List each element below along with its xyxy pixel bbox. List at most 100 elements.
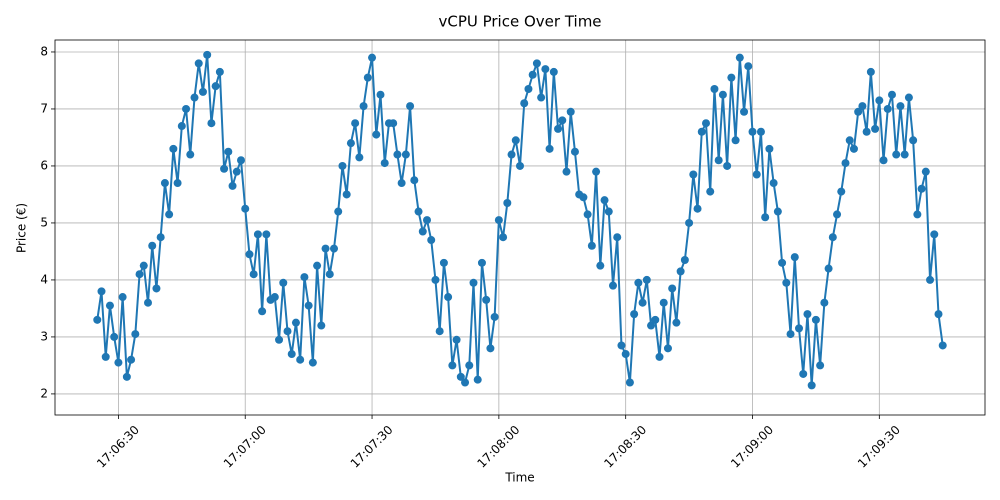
data-point [896, 102, 905, 111]
data-point [824, 264, 833, 273]
data-point [795, 324, 803, 333]
data-point [532, 59, 541, 68]
data-point [93, 315, 102, 324]
x-tick-label: 17:09:00 [728, 423, 776, 471]
data-point [406, 102, 415, 111]
data-point [249, 270, 258, 279]
data-point [554, 124, 563, 133]
data-point [655, 352, 664, 361]
data-point [114, 358, 123, 367]
data-point [304, 301, 313, 310]
data-point [596, 261, 605, 270]
data-point [807, 381, 816, 390]
data-point [799, 369, 808, 378]
data-point [524, 85, 533, 94]
data-point [756, 127, 765, 136]
data-point [727, 73, 736, 82]
data-point [220, 164, 229, 173]
data-point [769, 179, 778, 188]
data-point [883, 104, 892, 113]
data-point [803, 310, 812, 319]
data-point [528, 70, 537, 79]
data-point [892, 150, 901, 159]
data-point [198, 87, 207, 96]
data-point [177, 122, 186, 131]
data-point [541, 65, 550, 74]
data-point [697, 127, 706, 136]
plot-frame [54, 39, 986, 416]
data-point [444, 293, 453, 302]
data-point [131, 330, 140, 339]
data-point [279, 278, 288, 287]
y-tick-label: 2 [40, 386, 48, 400]
data-point [710, 85, 719, 94]
data-point [866, 67, 875, 76]
data-point [351, 119, 360, 128]
data-point [934, 310, 943, 319]
data-point [668, 284, 677, 293]
data-point [165, 210, 174, 219]
data-point [621, 350, 630, 359]
data-point [566, 107, 575, 116]
data-point [152, 284, 161, 293]
data-point [659, 298, 668, 307]
data-point [194, 59, 203, 68]
data-point [232, 167, 241, 176]
data-point [380, 159, 389, 168]
data-point [160, 179, 169, 188]
data-point [241, 204, 250, 213]
data-point [300, 273, 309, 282]
data-point [144, 298, 152, 307]
data-point [731, 136, 740, 145]
data-point [190, 93, 199, 102]
data-point [461, 378, 470, 387]
data-point [258, 307, 267, 316]
data-point [706, 187, 715, 196]
data-point [224, 147, 233, 156]
data-point [520, 99, 529, 108]
data-point [122, 372, 131, 381]
y-axis-label: Price (€) [15, 203, 29, 253]
data-point [651, 315, 660, 324]
data-point [372, 130, 381, 139]
y-tick-label: 4 [40, 272, 48, 286]
data-point [499, 233, 508, 242]
data-point [401, 150, 410, 159]
data-point [368, 53, 377, 62]
data-point [921, 167, 930, 176]
data-point [414, 207, 423, 216]
data-point [469, 278, 478, 287]
data-point [418, 227, 427, 236]
data-point [900, 150, 909, 159]
data-point [363, 73, 372, 82]
data-point [583, 210, 592, 219]
data-point [680, 255, 689, 264]
data-point [617, 341, 626, 350]
data-point [638, 298, 647, 307]
data-point [676, 267, 685, 276]
data-point [342, 190, 351, 199]
data-point [837, 187, 846, 196]
data-point [207, 119, 216, 128]
data-point [913, 210, 922, 219]
data-point [689, 170, 698, 179]
x-tick-label: 17:06:30 [94, 423, 142, 471]
data-point [431, 275, 440, 284]
data-point [237, 156, 245, 165]
data-point [156, 233, 165, 242]
data-point [685, 218, 694, 227]
data-point [752, 170, 761, 179]
data-point [410, 176, 419, 185]
data-point [647, 321, 656, 330]
data-point [275, 335, 284, 344]
data-point [169, 144, 178, 153]
data-point [490, 312, 499, 321]
data-point [139, 261, 148, 270]
data-point [439, 258, 448, 267]
data-point [841, 159, 850, 168]
data-point [253, 230, 262, 239]
data-point [858, 102, 867, 111]
data-point [173, 179, 182, 188]
data-point [325, 270, 334, 279]
